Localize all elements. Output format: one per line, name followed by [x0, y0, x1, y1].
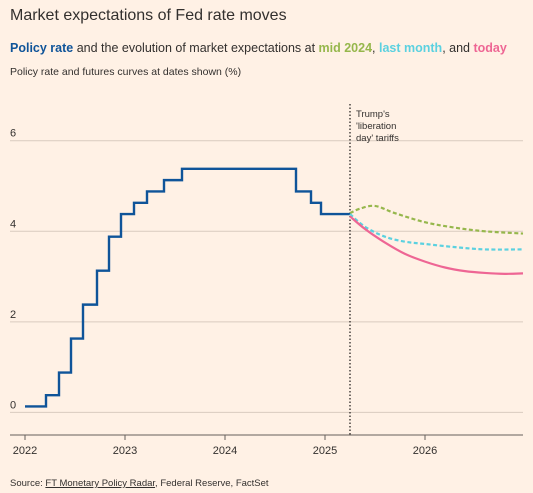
subtitle-text-3: , and: [442, 41, 474, 55]
x-tick-label-2022: 2022: [13, 445, 37, 457]
series-line-today: [349, 215, 524, 275]
tariff-annotation-text-1: 'liberation: [356, 121, 396, 132]
chart-title: Market expectations of Fed rate moves: [10, 7, 287, 24]
y-tick-label-4: 4: [10, 218, 16, 230]
x-tick-label-2023: 2023: [113, 445, 137, 457]
series-line-policy-rate: [25, 167, 350, 408]
source-link[interactable]: FT Monetary Policy Radar: [45, 478, 156, 489]
subtitle-text-1: and the evolution of market expectations…: [73, 41, 319, 55]
y-tick-label-2: 2: [10, 309, 16, 321]
subtitle-policy-rate: Policy rate: [10, 41, 74, 55]
tariff-annotation-text-2: day' tariffs: [356, 133, 399, 144]
series-line-last-month: [349, 213, 524, 251]
x-tick-label-2026: 2026: [413, 445, 437, 457]
subtitle-text-2: ,: [372, 41, 379, 55]
chart-subtitle: Policy rate and the evolution of market …: [10, 40, 507, 56]
subtitle-today: today: [473, 41, 507, 55]
source-prefix: Source:: [10, 478, 46, 489]
x-tick-label-2025: 2025: [313, 445, 337, 457]
y-tick-label-6: 6: [10, 128, 16, 140]
y-axis-note: Policy rate and futures curves at dates …: [10, 66, 242, 78]
series-line-mid-2024: [349, 204, 524, 235]
source-rest: , Federal Reserve, FactSet: [155, 478, 269, 489]
subtitle-last-month: last month: [379, 41, 443, 55]
x-tick-label-2024: 2024: [213, 445, 237, 457]
source-note: Source: FT Monetary Policy Radar, Federa…: [10, 478, 269, 490]
subtitle-mid-2024: mid 2024: [318, 41, 373, 55]
y-tick-label-0: 0: [10, 399, 16, 411]
tariff-annotation-text-0: Trump's: [356, 109, 390, 120]
rate-chart: 0 2 4 6 2022 2023 2024 2025 2026 Trump's'liberati…: [10, 104, 524, 457]
